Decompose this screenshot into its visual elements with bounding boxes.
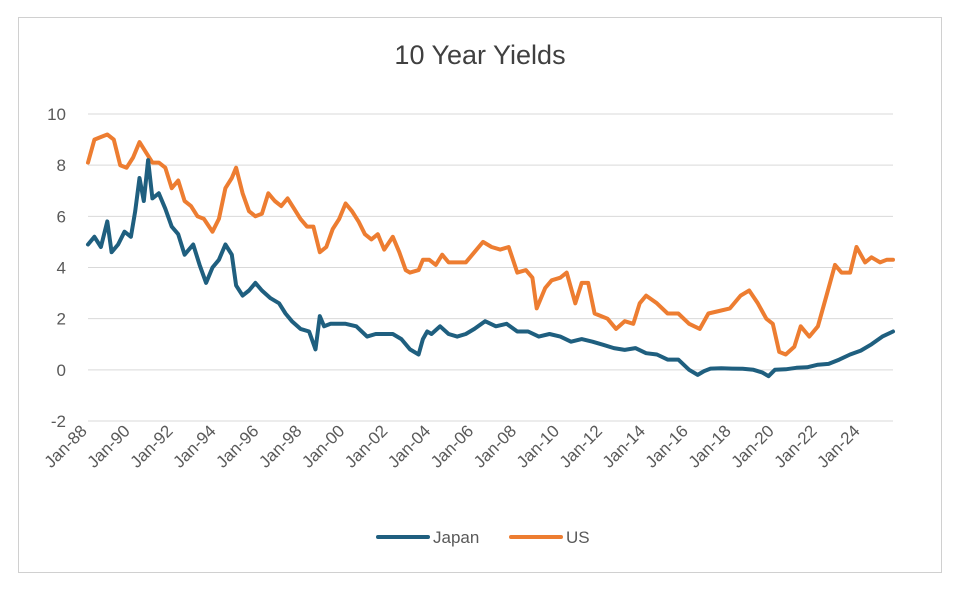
x-tick-label: Jan-10 — [513, 421, 563, 471]
x-tick-label: Jan-00 — [298, 421, 348, 471]
y-tick-label: -2 — [51, 412, 66, 431]
x-axis-ticks: Jan-88Jan-90Jan-92Jan-94Jan-96Jan-98Jan-… — [41, 421, 864, 471]
x-tick-label: Jan-96 — [212, 421, 262, 471]
y-tick-label: 8 — [57, 156, 66, 175]
series-line-us — [86, 132, 895, 357]
y-tick-label: 2 — [57, 310, 66, 329]
y-axis-ticks: 10 8 6 4 2 0 -2 — [47, 105, 66, 431]
y-tick-label: 0 — [57, 361, 66, 380]
x-tick-label: Jan-20 — [728, 421, 778, 471]
x-tick-label: Jan-04 — [384, 421, 434, 471]
x-tick-label: Jan-98 — [255, 421, 305, 471]
series-line-japan — [86, 158, 895, 379]
x-tick-label: Jan-08 — [470, 421, 520, 471]
chart-title: 10 Year Yields — [394, 40, 566, 70]
legend-label-us: US — [566, 528, 590, 547]
x-tick-label: Jan-90 — [84, 421, 134, 471]
y-tick-label: 4 — [57, 259, 66, 278]
x-tick-label: Jan-94 — [169, 421, 219, 471]
x-tick-label: Jan-02 — [341, 421, 391, 471]
x-tick-label: Jan-12 — [556, 421, 606, 471]
x-tick-label: Jan-22 — [771, 421, 821, 471]
x-tick-label: Jan-06 — [427, 421, 477, 471]
legend-label-japan: Japan — [433, 528, 479, 547]
x-tick-label: Jan-14 — [599, 421, 649, 471]
x-tick-label: Jan-92 — [127, 421, 177, 471]
x-tick-label: Jan-24 — [813, 421, 863, 471]
x-tick-label: Jan-16 — [642, 421, 692, 471]
chart-frame — [18, 17, 942, 573]
y-tick-label: 6 — [57, 207, 66, 226]
x-tick-label: Jan-18 — [685, 421, 735, 471]
series-lines — [86, 132, 895, 379]
y-tick-label: 10 — [47, 105, 66, 124]
legend: Japan US — [376, 528, 590, 547]
